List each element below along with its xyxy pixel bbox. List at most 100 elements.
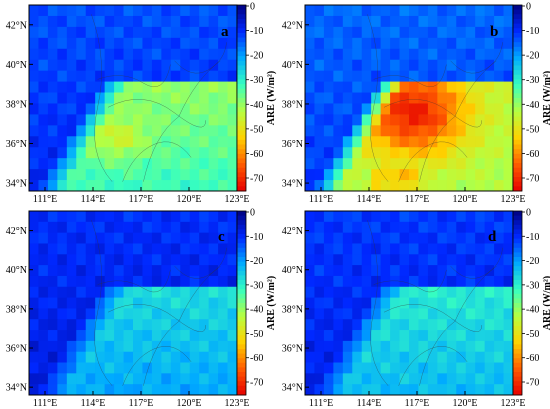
lon-tick-label: 111°E	[33, 398, 57, 409]
heatmap-cell	[76, 92, 87, 104]
heatmap-cell	[66, 158, 77, 170]
colorbar-tick-label: -70	[250, 378, 263, 389]
heatmap-cell	[189, 221, 200, 234]
heatmap-cell	[305, 362, 315, 374]
heatmap-cell	[352, 48, 363, 61]
heatmap-cell	[352, 125, 363, 137]
heatmap-cell	[333, 180, 344, 192]
heatmap-cell	[390, 362, 400, 374]
heatmap-cell	[57, 308, 68, 320]
heatmap-cell	[399, 362, 410, 374]
heatmap-cell	[352, 211, 363, 223]
heatmap-cell	[503, 15, 514, 28]
heatmap-cell	[409, 103, 419, 115]
heatmap-cell	[227, 254, 238, 266]
heatmap-cell	[133, 59, 143, 72]
heatmap-cell	[218, 125, 228, 137]
lon-tick-label: 120°E	[452, 398, 477, 409]
heatmap-cell	[104, 180, 115, 192]
heatmap-cell	[465, 297, 476, 309]
heatmap-cell	[199, 48, 210, 61]
heatmap-cell	[133, 125, 143, 137]
heatmap-cell	[314, 136, 325, 148]
colorbar-swatch	[513, 280, 522, 286]
colorbar-swatch	[237, 275, 246, 281]
heatmap-cell	[142, 362, 153, 374]
heatmap-cell	[427, 114, 438, 126]
heatmap-cell	[503, 286, 514, 298]
heatmap-cell	[227, 275, 238, 288]
heatmap-cell	[361, 180, 372, 192]
heatmap-cell	[66, 59, 77, 72]
heatmap-cell	[427, 180, 438, 192]
heatmap-cell	[189, 158, 200, 170]
colorbar-swatch	[237, 270, 246, 276]
heatmap-cell	[399, 70, 410, 82]
heatmap-cell	[314, 37, 325, 50]
heatmap-cell	[180, 351, 191, 363]
heatmap-cell	[446, 373, 457, 385]
heatmap-cell	[361, 92, 372, 104]
heatmap-cell	[133, 211, 143, 223]
colorbar-swatch	[237, 252, 246, 258]
heatmap-cell	[475, 147, 486, 159]
heatmap-cell	[189, 319, 200, 331]
heatmap-cell	[305, 125, 315, 137]
heatmap-cell	[323, 265, 334, 277]
heatmap-cell	[465, 169, 476, 181]
heatmap-cell	[361, 319, 372, 331]
heatmap-cell	[446, 351, 457, 363]
heatmap-cell	[227, 243, 238, 255]
heatmap-cell	[76, 169, 87, 181]
heatmap-cell	[218, 158, 228, 170]
heatmap-cell	[218, 180, 228, 192]
heatmap-cell	[305, 340, 315, 353]
heatmap-cell	[399, 275, 410, 288]
heatmap-cell	[503, 147, 514, 159]
heatmap-cell	[161, 147, 172, 159]
heatmap-cell	[29, 15, 39, 28]
lon-tick-label: 117°E	[405, 194, 430, 205]
heatmap-cell	[437, 362, 448, 374]
heatmap-cell	[76, 265, 87, 277]
colorbar-tick-label: -10	[526, 26, 539, 37]
colorbar-swatch	[513, 330, 522, 336]
heatmap-cell	[142, 297, 153, 309]
heatmap-cell	[133, 5, 143, 17]
heatmap-cell	[446, 147, 457, 159]
heatmap-cell	[380, 37, 391, 50]
heatmap-cell	[314, 125, 325, 137]
colorbar-swatch	[513, 303, 522, 309]
heatmap-cell	[427, 70, 438, 82]
heatmap-cell	[180, 169, 191, 181]
heatmap-cell	[161, 26, 172, 39]
heatmap-cell	[503, 319, 514, 331]
heatmap-cell	[29, 308, 39, 320]
colorbar-swatch	[513, 238, 522, 244]
heatmap-cell	[475, 330, 486, 342]
heatmap-cell	[456, 297, 467, 309]
heatmap-cell	[352, 330, 363, 342]
heatmap-cell	[484, 243, 495, 255]
heatmap-cell	[227, 384, 238, 396]
province-boundary	[91, 220, 113, 386]
heatmap-cell	[342, 147, 353, 159]
heatmap-cell	[494, 103, 504, 115]
heatmap-cell	[227, 330, 238, 342]
heatmap-cell	[133, 232, 143, 244]
heatmap-cell	[114, 26, 124, 39]
colorbar-swatch	[513, 65, 522, 71]
heatmap-cell	[305, 70, 315, 82]
heatmap-cell	[104, 26, 115, 39]
heatmap-cell	[342, 48, 353, 61]
heatmap-cell	[114, 340, 124, 353]
heatmap-cell	[437, 221, 448, 234]
heatmap-cell	[151, 125, 162, 137]
heatmap-cell	[456, 286, 467, 298]
heatmap-cell	[390, 373, 400, 385]
heatmap-cell	[189, 15, 200, 28]
heatmap-cell	[361, 37, 372, 50]
heatmap-cell	[133, 114, 143, 126]
colorbar-swatch	[237, 280, 246, 286]
heatmap-cell	[465, 5, 476, 17]
